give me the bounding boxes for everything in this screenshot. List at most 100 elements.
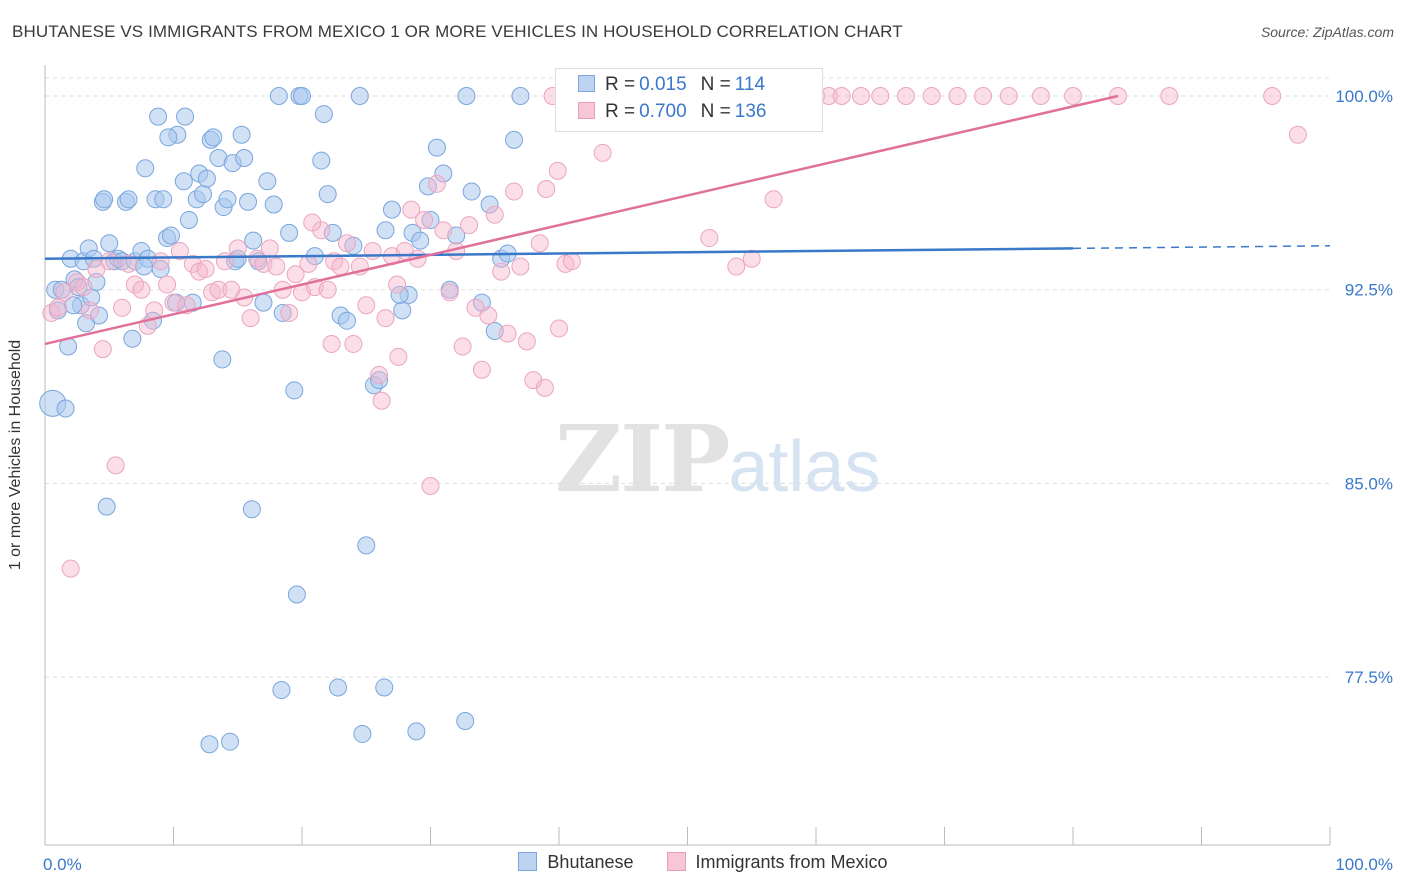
point-mexico bbox=[537, 179, 556, 198]
n-value: 136 bbox=[734, 101, 767, 122]
point-bhutanese bbox=[149, 107, 168, 126]
point-bhutanese bbox=[511, 86, 530, 105]
point-mexico bbox=[388, 275, 407, 294]
point-bhutanese bbox=[273, 303, 292, 322]
point-bhutanese bbox=[393, 301, 412, 320]
point-bhutanese bbox=[95, 190, 114, 209]
point-mexico bbox=[742, 249, 761, 268]
trendline-mexico bbox=[44, 94, 1119, 346]
point-mexico bbox=[472, 360, 491, 379]
point-mexico bbox=[832, 86, 851, 105]
point-bhutanese bbox=[254, 293, 273, 312]
watermark: ZIPatlas bbox=[555, 405, 880, 513]
point-bhutanese bbox=[119, 190, 138, 209]
point-bhutanese bbox=[264, 195, 283, 214]
r-label: R = bbox=[605, 101, 636, 122]
point-mexico bbox=[1031, 86, 1050, 105]
point-bhutanese bbox=[323, 223, 342, 242]
point-bhutanese bbox=[357, 536, 376, 555]
point-mexico bbox=[299, 254, 318, 273]
point-bhutanese bbox=[328, 678, 347, 697]
point-mexico bbox=[896, 86, 915, 105]
y-tick-label: 100.0% bbox=[1335, 87, 1393, 106]
legend-swatch-blue bbox=[578, 75, 595, 92]
n-value: 114 bbox=[734, 74, 766, 95]
point-bhutanese bbox=[161, 226, 180, 245]
point-bhutanese bbox=[272, 681, 291, 700]
point-mexico bbox=[322, 334, 341, 353]
point-bhutanese bbox=[64, 296, 83, 315]
point-mexico bbox=[922, 86, 941, 105]
point-mexico bbox=[1288, 125, 1307, 144]
point-mexico bbox=[260, 239, 279, 258]
point-bhutanese bbox=[97, 497, 116, 516]
point-mexico bbox=[106, 456, 125, 475]
legend-item-mexico[interactable]: Immigrants from Mexico bbox=[666, 852, 888, 873]
point-bhutanese bbox=[204, 128, 223, 147]
point-bhutanese bbox=[456, 712, 475, 731]
correlation-legend: R = 0.015 N = 114 R = 0.700 N = 136 bbox=[555, 68, 823, 132]
y-tick-label: 77.5% bbox=[1345, 668, 1393, 687]
point-bhutanese bbox=[427, 138, 446, 157]
point-bhutanese bbox=[505, 130, 524, 149]
point-mexico bbox=[479, 306, 498, 325]
point-mexico bbox=[132, 280, 151, 299]
point-mexico bbox=[93, 340, 112, 359]
point-bhutanese bbox=[194, 185, 213, 204]
point-bhutanese bbox=[411, 231, 430, 250]
point-bhutanese bbox=[337, 311, 356, 330]
point-mexico bbox=[318, 280, 337, 299]
point-mexico bbox=[331, 257, 350, 276]
point-mexico bbox=[337, 234, 356, 253]
point-mexico bbox=[851, 86, 870, 105]
point-mexico bbox=[535, 378, 554, 397]
point-bhutanese bbox=[480, 195, 499, 214]
point-bhutanese bbox=[56, 399, 75, 418]
watermark-zip: ZIP bbox=[555, 405, 730, 513]
point-bhutanese bbox=[293, 86, 311, 105]
point-mexico bbox=[593, 143, 612, 162]
point-mexico bbox=[241, 309, 260, 328]
legend-row-mexico: R = 0.700 N = 136 bbox=[578, 101, 766, 127]
point-bhutanese bbox=[376, 221, 395, 240]
point-bhutanese bbox=[159, 128, 178, 147]
point-mexico bbox=[344, 334, 363, 353]
legend-item-bhutanese[interactable]: Bhutanese bbox=[518, 852, 634, 873]
point-bhutanese bbox=[89, 306, 108, 325]
source-credit: Source: ZipAtlas.com bbox=[1260, 24, 1394, 40]
point-bhutanese bbox=[179, 210, 198, 229]
point-bhutanese bbox=[134, 257, 153, 276]
point-bhutanese bbox=[462, 182, 481, 201]
point-mexico bbox=[376, 309, 395, 328]
point-bhutanese bbox=[350, 86, 369, 105]
point-mexico bbox=[402, 200, 421, 219]
x-tick-label-max: 100.0% bbox=[1335, 855, 1393, 874]
legend-swatch-bhutanese bbox=[518, 852, 538, 871]
point-mexico bbox=[498, 324, 517, 343]
point-bhutanese bbox=[285, 381, 304, 400]
point-mexico bbox=[372, 391, 391, 410]
point-mexico bbox=[427, 174, 446, 193]
n-label: N = bbox=[700, 74, 731, 95]
point-mexico bbox=[974, 86, 993, 105]
point-mexico bbox=[415, 210, 434, 229]
r-label: R = bbox=[605, 74, 636, 95]
point-mexico bbox=[421, 476, 440, 495]
point-mexico bbox=[158, 275, 177, 294]
point-mexico bbox=[999, 86, 1018, 105]
point-mexico bbox=[764, 190, 783, 209]
point-bhutanese bbox=[242, 500, 261, 519]
point-mexico bbox=[550, 319, 568, 338]
point-mexico bbox=[1160, 86, 1179, 105]
point-bhutanese bbox=[370, 371, 389, 390]
point-mexico bbox=[389, 347, 408, 366]
point-mexico bbox=[1064, 86, 1082, 105]
point-bhutanese bbox=[200, 735, 219, 754]
point-bhutanese bbox=[232, 125, 251, 144]
point-mexico bbox=[1263, 86, 1282, 105]
point-mexico bbox=[727, 257, 746, 276]
point-mexico bbox=[280, 303, 299, 322]
point-bhutanese bbox=[239, 192, 258, 211]
point-mexico bbox=[562, 252, 581, 271]
